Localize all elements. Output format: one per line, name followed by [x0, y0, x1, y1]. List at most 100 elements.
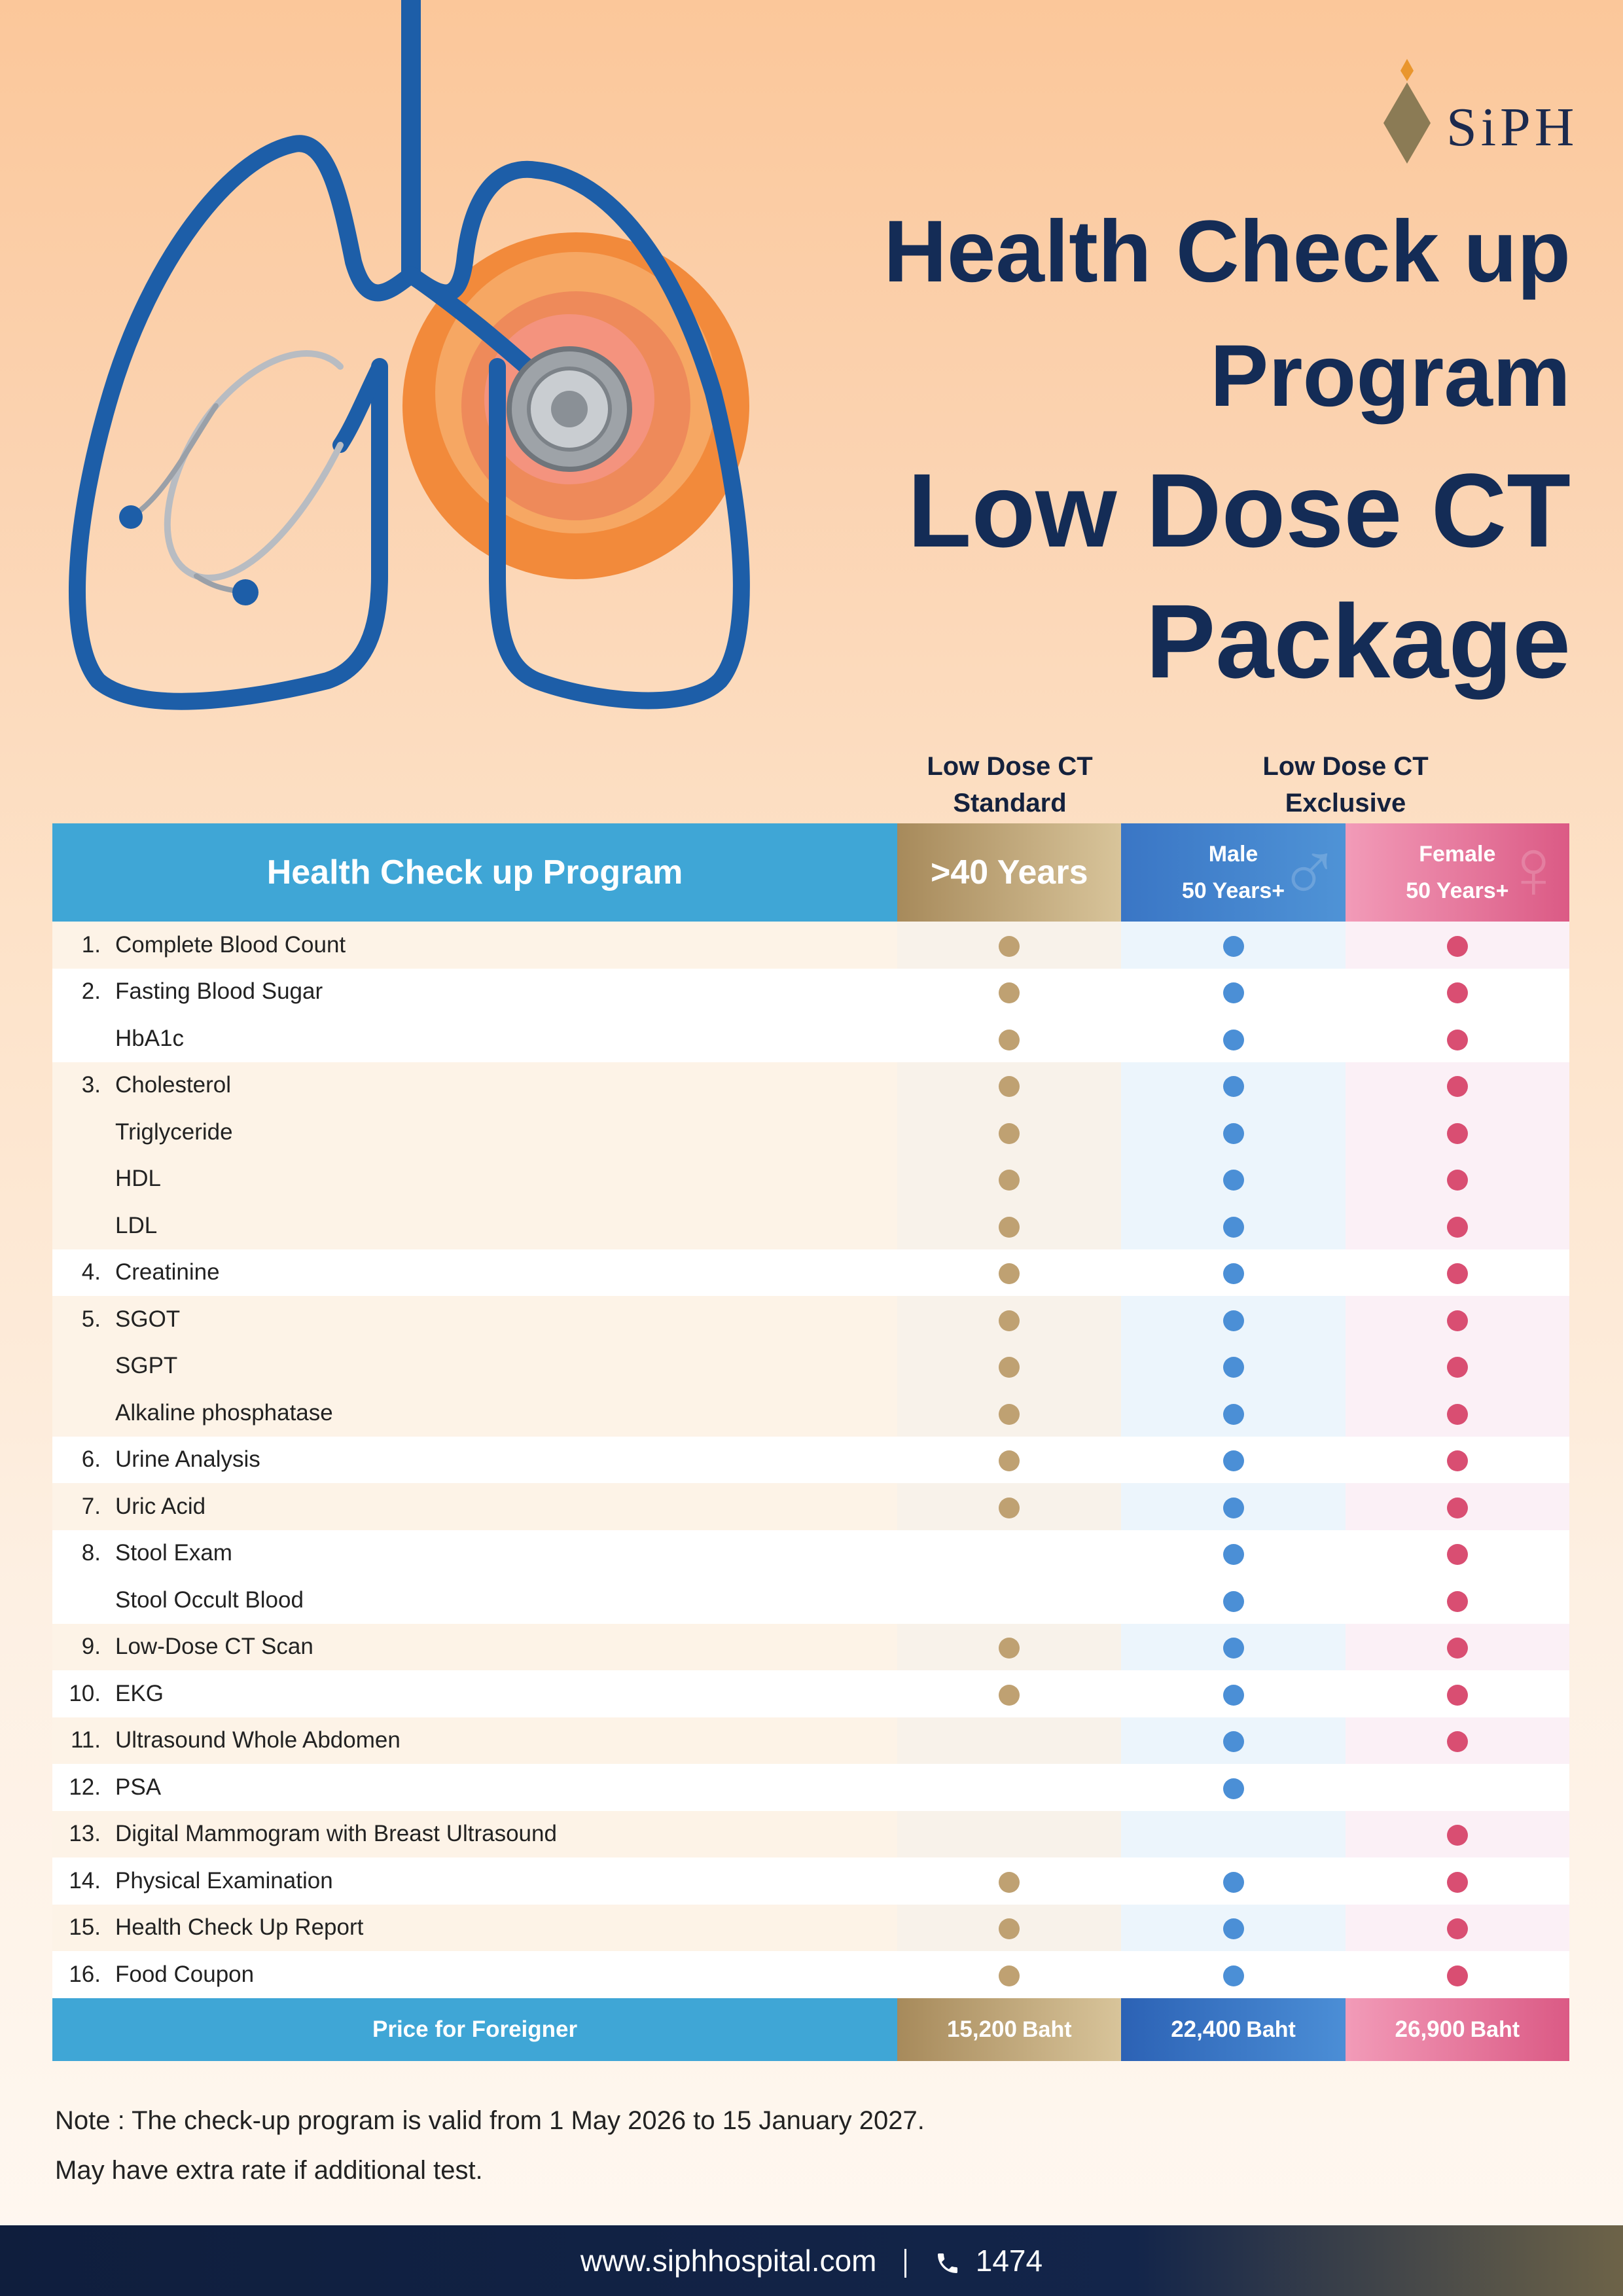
validity-note: Note : The check-up program is valid fro… [55, 2106, 925, 2135]
row-label: SGPT [115, 1353, 178, 1379]
standard-cell [897, 1015, 1122, 1062]
row-number: 2. [81, 978, 101, 1005]
female-cell [1345, 1436, 1569, 1483]
row-number: 10. [69, 1680, 101, 1706]
standard-included-dot [999, 1403, 1020, 1425]
row-number: 16. [69, 1961, 101, 1987]
row-number: 9. [81, 1634, 101, 1660]
standard-cell [897, 1390, 1122, 1437]
standard-included-dot [999, 1357, 1020, 1378]
female-cell [1345, 1810, 1569, 1857]
male-cell [1121, 1436, 1346, 1483]
table-row: 7. Uric Acid [52, 1483, 1569, 1530]
male-cell [1121, 1296, 1346, 1343]
male-cell [1121, 1202, 1346, 1249]
price-row: Price for Foreigner 15,200 Baht 22,400 Bah… [52, 1998, 1569, 2061]
female-cell [1345, 1249, 1569, 1296]
male-cell [1121, 1249, 1346, 1296]
male-included-dot [1222, 1731, 1244, 1752]
program-column-header: Health Check up Program [52, 823, 898, 922]
row-label: Health Check Up Report [115, 1914, 364, 1941]
row-number: 8. [81, 1540, 101, 1566]
standard-cell [897, 1670, 1122, 1717]
table-row: 16. Food Coupon [52, 1951, 1569, 1998]
female-cell [1345, 1857, 1569, 1905]
row-item: 10. EKG [52, 1670, 898, 1717]
female-header-age: 50 Years+ [1406, 878, 1509, 903]
male-cell [1121, 922, 1346, 969]
row-number: 4. [81, 1259, 101, 1285]
male-cell [1121, 1390, 1346, 1437]
title-line-3: Low Dose CT [907, 452, 1571, 569]
table-row: 15. Health Check Up Report [52, 1904, 1569, 1951]
table-row: 13. Digital Mammogram with Breast Ultraso… [52, 1810, 1569, 1857]
row-number: 6. [81, 1446, 101, 1473]
female-included-dot [1446, 1170, 1468, 1191]
male-included-dot [1222, 1310, 1244, 1331]
female-included-dot [1446, 1638, 1468, 1659]
row-item: LDL [52, 1202, 898, 1249]
female-included-dot [1446, 935, 1468, 957]
standard-included-dot [999, 1170, 1020, 1191]
standard-included-dot [999, 1029, 1020, 1050]
female-included-dot [1446, 1497, 1468, 1518]
standard-cell [897, 1530, 1122, 1577]
male-included-dot [1222, 1076, 1244, 1097]
female-price: 26,900 Baht [1345, 1998, 1569, 2061]
row-number: 7. [81, 1493, 101, 1519]
male-cell [1121, 1109, 1346, 1156]
male-cell [1121, 1717, 1346, 1764]
male-included-dot [1222, 1497, 1244, 1518]
row-number: 13. [69, 1821, 101, 1847]
male-cell [1121, 1810, 1346, 1857]
standard-included-dot [999, 1216, 1020, 1238]
price-label: Price for Foreigner [52, 1998, 898, 2061]
standard-included-dot [999, 1076, 1020, 1097]
phone-icon [937, 2253, 957, 2273]
standard-included-dot [999, 935, 1020, 957]
female-included-dot [1446, 1357, 1468, 1378]
female-included-dot [1446, 1310, 1468, 1331]
row-label: Low-Dose CT Scan [115, 1634, 313, 1660]
row-label: Alkaline phosphatase [115, 1399, 333, 1426]
female-included-dot [1446, 1403, 1468, 1425]
stethoscope-lungs-illustration [69, 0, 750, 710]
row-number: 5. [81, 1306, 101, 1332]
standard-included-dot [999, 982, 1020, 1003]
male-cell [1121, 1577, 1346, 1624]
row-item: Stool Occult Blood [52, 1577, 898, 1624]
standard-cell [897, 1951, 1122, 1998]
male-included-dot [1222, 1357, 1244, 1378]
female-header-title: Female [1419, 842, 1496, 867]
male-cell [1121, 1015, 1346, 1062]
website-link[interactable]: www.siphhospital.com [580, 2244, 877, 2278]
standard-cell [897, 1202, 1122, 1249]
standard-cell [897, 1717, 1122, 1764]
female-included-dot [1446, 1918, 1468, 1939]
phone-number[interactable]: 1474 [975, 2244, 1043, 2278]
row-label: Urine Analysis [115, 1446, 260, 1473]
row-label: Triglyceride [115, 1119, 233, 1145]
female-included-dot [1446, 1965, 1468, 1986]
row-label: Fasting Blood Sugar [115, 978, 323, 1005]
row-item: 12. PSA [52, 1764, 898, 1811]
row-label: SGOT [115, 1306, 181, 1332]
package-title: Low Dose CT Package [908, 445, 1571, 707]
female-cell [1345, 1530, 1569, 1577]
row-number: 12. [69, 1774, 101, 1800]
standard-included-dot [999, 1310, 1020, 1331]
row-item: 1. Complete Blood Count [52, 922, 898, 969]
standard-included-dot [999, 1638, 1020, 1659]
female-included-dot [1446, 1731, 1468, 1752]
row-label: Stool Occult Blood [115, 1587, 304, 1613]
male-included-dot [1222, 982, 1244, 1003]
standard-included-dot [999, 1965, 1020, 1986]
male-included-dot [1222, 1450, 1244, 1471]
row-label: Cholesterol [115, 1072, 232, 1098]
male-header-age: 50 Years+ [1181, 878, 1285, 903]
table-row: 9. Low-Dose CT Scan [52, 1623, 1569, 1670]
male-cell [1121, 968, 1346, 1015]
table-row: 8. Stool Exam [52, 1530, 1569, 1577]
male-cell [1121, 1904, 1346, 1951]
title-line-2: Program [1209, 327, 1571, 425]
